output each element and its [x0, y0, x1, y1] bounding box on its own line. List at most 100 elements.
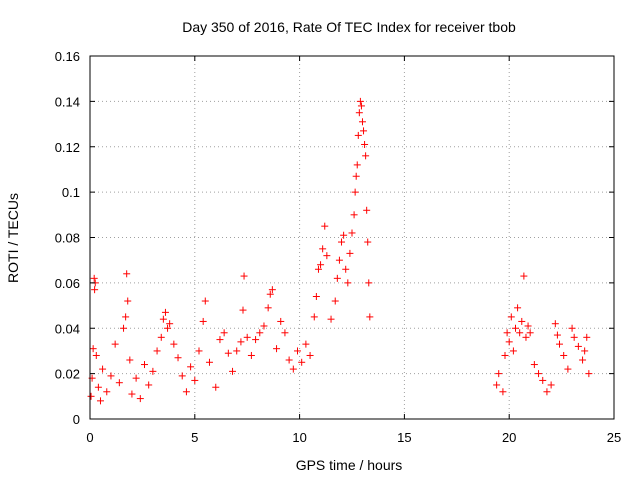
data-point [178, 372, 186, 380]
data-point [530, 361, 538, 369]
data-point [509, 347, 517, 355]
data-points [87, 97, 593, 405]
data-point [128, 390, 136, 398]
data-point [103, 388, 111, 396]
x-tick-label: 25 [607, 430, 621, 445]
data-point [352, 172, 360, 180]
data-point [547, 381, 555, 389]
data-point [355, 109, 363, 117]
data-point [115, 379, 123, 387]
data-point [91, 286, 99, 294]
data-point [514, 304, 522, 312]
data-point [333, 274, 341, 282]
data-point [556, 340, 564, 348]
data-point [89, 345, 97, 353]
chart-title: Day 350 of 2016, Rate Of TEC Index for r… [182, 19, 516, 35]
data-point [92, 351, 100, 359]
data-point [314, 265, 322, 273]
y-tick-label: 0.08 [55, 231, 80, 246]
data-point [187, 363, 195, 371]
data-point [351, 188, 359, 196]
y-tick-label: 0.02 [55, 367, 80, 382]
data-point [543, 388, 551, 396]
data-point [266, 290, 274, 298]
x-tick-label: 15 [397, 430, 411, 445]
data-point [340, 231, 348, 239]
data-point [240, 272, 248, 280]
data-point [327, 315, 335, 323]
data-point [252, 336, 260, 344]
data-point [331, 297, 339, 305]
data-point [136, 395, 144, 403]
data-point [170, 340, 178, 348]
data-point [526, 329, 534, 337]
x-tick-label: 10 [292, 430, 306, 445]
x-tick-label: 20 [502, 430, 516, 445]
data-point [281, 329, 289, 337]
data-point [247, 351, 255, 359]
data-point [99, 365, 107, 373]
data-point [285, 356, 293, 364]
data-point [354, 131, 362, 139]
data-point [321, 222, 329, 230]
data-point [264, 304, 272, 312]
data-point [357, 102, 365, 110]
data-point [140, 361, 148, 369]
data-point [312, 292, 320, 300]
data-point [107, 372, 115, 380]
data-point [574, 342, 582, 350]
y-tick-label: 0.14 [55, 94, 80, 109]
data-point [585, 370, 593, 378]
data-point [199, 317, 207, 325]
data-point [310, 313, 318, 321]
data-point [237, 338, 245, 346]
data-point [239, 306, 247, 314]
data-point [161, 308, 169, 316]
data-point [535, 370, 543, 378]
data-point [94, 383, 102, 391]
x-axis-label: GPS time / hours [296, 457, 403, 473]
data-point [243, 333, 251, 341]
data-point [216, 336, 224, 344]
data-point [579, 356, 587, 364]
data-point [205, 358, 213, 366]
data-point [153, 347, 161, 355]
data-point [195, 347, 203, 355]
data-point [132, 374, 140, 382]
data-point [201, 297, 209, 305]
data-point [224, 349, 232, 357]
data-point [499, 388, 507, 396]
data-point [319, 245, 327, 253]
data-point [256, 329, 264, 337]
data-point [260, 322, 268, 330]
y-tick-label: 0.04 [55, 321, 80, 336]
data-point [164, 324, 172, 332]
data-point [503, 329, 511, 337]
data-point [191, 376, 199, 384]
data-point [360, 127, 368, 135]
data-point [493, 381, 501, 389]
axis-ticks: 0 5 10 15 20 25 0 0.02 0.04 0.06 0.08 0.1 0.12 0.14 0.… [55, 49, 622, 445]
data-point [126, 356, 134, 364]
y-tick-label: 0.16 [55, 49, 80, 64]
data-point [516, 329, 524, 337]
data-point [111, 340, 119, 348]
data-point [174, 354, 182, 362]
data-point [362, 152, 370, 160]
data-point [342, 265, 350, 273]
data-point [353, 161, 361, 169]
data-point [298, 358, 306, 366]
data-point [289, 365, 297, 373]
data-point [346, 249, 354, 257]
data-point [560, 351, 568, 359]
data-point [583, 333, 591, 341]
data-point [551, 320, 559, 328]
data-point [363, 206, 371, 214]
y-tick-label: 0.12 [55, 140, 80, 155]
data-point [520, 272, 528, 280]
grid-lines [90, 56, 614, 419]
data-point [518, 317, 526, 325]
data-point [149, 367, 157, 375]
